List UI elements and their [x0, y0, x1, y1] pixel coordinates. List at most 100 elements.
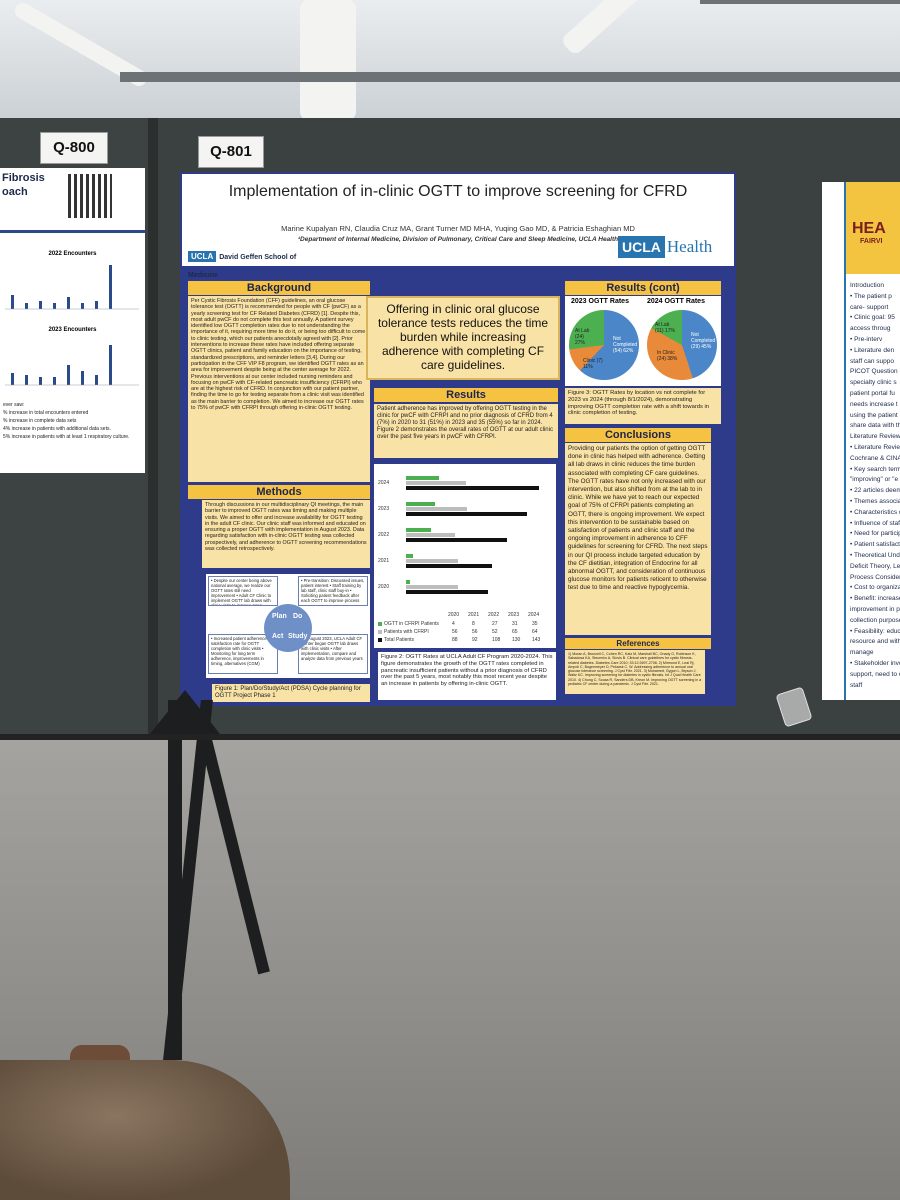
- booth-label-q800: Q-800: [40, 132, 108, 164]
- chart-table-value: 4: [452, 621, 455, 627]
- right-poster-rule: [844, 182, 846, 700]
- key-message-callout: Offering in clinic oral glucose toleranc…: [366, 296, 560, 380]
- right-poster-line: • Cost to organization: m: [850, 584, 900, 592]
- pie-2024-label-lab: At Lab (11) 17%: [655, 322, 675, 334]
- chart-category-label: 2020: [378, 584, 390, 590]
- chart-bar: [406, 476, 439, 480]
- pdsa-plan-label: Plan: [272, 613, 287, 620]
- dgsom-logo-text: David Geffen School of Medicine: [188, 254, 297, 279]
- pie-charts: 2023 OGTT Rates 2024 OGTT Rates At Lab (…: [565, 296, 721, 386]
- right-poster-line: needs increase t: [850, 400, 898, 408]
- chart-table-value: 143: [532, 637, 541, 643]
- poster-title: Implementation of in-clinic OGTT to impr…: [228, 183, 688, 200]
- right-poster-line: • Need for participat: [850, 530, 900, 538]
- chart-table-value: 52: [492, 629, 498, 635]
- right-poster-line: collection purposes: [850, 616, 900, 624]
- right-poster-line: support, need to obtain bu: [850, 670, 900, 678]
- chart-legend-swatch: [378, 638, 382, 642]
- right-poster-line: Literature Review: [850, 433, 900, 441]
- chart-legend-swatch: [378, 622, 382, 626]
- left-poster-title-1: Fibrosis: [2, 172, 45, 184]
- left-poster-note: % increase in complete data sets: [3, 418, 77, 424]
- right-poster-line: "improving" or "e: [850, 476, 899, 484]
- right-poster-line: • Patient satisfaction: [850, 541, 900, 549]
- left-poster-header: Fibrosis oach: [0, 168, 145, 226]
- right-poster-line: • Clinic goal: 95: [850, 314, 895, 322]
- methods-text: Through discussions in our multidiscipli…: [202, 500, 370, 568]
- pdsa-study-label: Study: [288, 633, 308, 640]
- left-poster-notes: ever saw: % increase in total encounters …: [0, 401, 145, 441]
- right-poster-logo-sub: FAIRVI: [860, 238, 883, 245]
- ceiling-column: [300, 0, 356, 120]
- poster-department: ¹Department of Internal Medicine, Divisi…: [297, 236, 619, 243]
- ogtt-rates-chart: 2024 2023 2022 2021 2020 2020 2021 2022 2023 202…: [374, 464, 556, 648]
- right-poster-line: Process Consideratio: [850, 573, 900, 581]
- left-chart-title-1: 2022 Encounters: [48, 251, 97, 257]
- chart-bar: [406, 559, 459, 563]
- chart-bar: [406, 512, 528, 516]
- dgsom-logo: UCLA David Geffen School of Medicine: [188, 246, 328, 279]
- pdsa-do-label: Do: [293, 613, 303, 620]
- chart-table-value: 64: [532, 629, 538, 635]
- chart-bar: [406, 486, 540, 490]
- ceiling-truss: [560, 0, 716, 57]
- chart-table-year: 2022: [488, 612, 500, 618]
- right-poster-line: PICOT Question: [850, 368, 898, 376]
- chart-legend-label: Patients with CFRPI: [384, 629, 429, 635]
- right-poster-line: using the patient: [850, 411, 898, 419]
- booth-label-q801: Q-801: [198, 136, 264, 168]
- chart-table-value: 92: [472, 637, 478, 643]
- chart-bar: [406, 528, 432, 532]
- chart-category-label: 2023: [378, 506, 390, 512]
- left-poster-title-2: oach: [2, 186, 28, 198]
- ceiling-beam: [120, 72, 900, 82]
- right-poster-line: specialty clinic s: [850, 379, 897, 387]
- chart-table-year: 2024: [528, 612, 540, 618]
- right-poster-line: improvement in portal us: [850, 606, 900, 613]
- right-poster-line: share data with th: [850, 422, 900, 430]
- left-chart-2023: [5, 345, 139, 386]
- chart-table-year: 2021: [468, 612, 480, 618]
- pie-2023-title: 2023 OGTT Rates: [571, 298, 629, 305]
- right-poster-line: • Characteristics of: [850, 508, 900, 516]
- left-chart-2022: [5, 265, 139, 310]
- chart-table-value: 108: [492, 637, 501, 643]
- chart-bar: [406, 538, 507, 542]
- background-text: Per Cystic Fibrosis Foundation (CFF) gui…: [188, 296, 370, 482]
- pdsa-diagram: • Despite our center being above nationa…: [206, 574, 370, 678]
- board-base: [0, 734, 900, 740]
- background-heading: Background: [188, 281, 370, 295]
- right-poster-line: staff: [850, 681, 863, 689]
- right-poster-line: • Theoretical Underpin: [850, 552, 900, 559]
- poster-authors: Marine Kupalyan RN, Claudia Cruz MA, Gra…: [281, 224, 635, 233]
- chart-bar: [406, 533, 455, 537]
- left-poster-body: 2022 Encounters 2023 Encounters ever saw…: [0, 230, 145, 470]
- right-poster-line: care- support: [850, 303, 889, 311]
- chart-category-label: 2024: [378, 480, 390, 486]
- pdsa-do-box: • Pre-transition: Discussed issues, pati…: [298, 576, 368, 606]
- ceiling-beam: [700, 0, 900, 4]
- results-heading: Results: [374, 388, 558, 402]
- chart-table-value: 35: [532, 621, 538, 627]
- chart-table-year: 2023: [508, 612, 520, 618]
- pie-2024: At Lab (11) 17% In Clinic (24) 38% Not C…: [647, 310, 717, 380]
- left-poster-note: ever saw:: [3, 402, 25, 408]
- right-poster-line: • Influence of staff c: [850, 519, 900, 527]
- chart-category-label: 2021: [378, 558, 390, 564]
- pdsa-plan-box: • Despite our center being above nationa…: [208, 576, 278, 606]
- ceiling: [0, 0, 900, 130]
- right-poster-line: • The patient p: [850, 292, 892, 300]
- coat-foreground: [0, 1060, 290, 1200]
- dgsom-logo-box: UCLA: [188, 251, 217, 262]
- chart-bar: [406, 502, 435, 506]
- chart-caption: Figure 2: OGTT Rates at UCLA Adult CF Pr…: [378, 652, 556, 700]
- right-poster-line: Cochrane & CINA: [850, 454, 900, 462]
- chart-table-year: 2020: [448, 612, 460, 618]
- right-poster-line: • Feasibility: education as: [850, 627, 900, 635]
- chart-table-value: 8: [472, 621, 475, 627]
- chart-table-value: 65: [512, 629, 518, 635]
- chart-table-value: 27: [492, 621, 498, 627]
- right-poster-line: • Key search term: [850, 465, 900, 473]
- right-poster-line: • Stakeholder involvement:: [850, 660, 900, 667]
